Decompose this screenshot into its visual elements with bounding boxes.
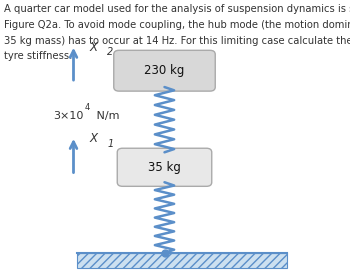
Text: 4: 4 [85, 103, 90, 113]
FancyBboxPatch shape [117, 148, 212, 186]
Text: 35 kg: 35 kg [148, 161, 181, 174]
Text: 230 kg: 230 kg [144, 64, 185, 77]
Text: Figure Q2a. To avoid mode coupling, the hub mode (the motion dominated by: Figure Q2a. To avoid mode coupling, the … [4, 20, 350, 30]
Text: X: X [89, 41, 97, 54]
Bar [77, 253, 287, 268]
Text: 1: 1 [107, 139, 114, 149]
Text: X: X [89, 132, 97, 145]
Text: tyre stiffness.: tyre stiffness. [4, 51, 72, 61]
Text: N/m: N/m [93, 111, 119, 120]
FancyBboxPatch shape [114, 50, 215, 91]
Text: 35 kg mass) has to occur at 14 Hz. For this limiting case calculate the value of: 35 kg mass) has to occur at 14 Hz. For t… [4, 36, 350, 46]
Text: 2: 2 [107, 48, 114, 57]
Text: A quarter car model used for the analysis of suspension dynamics is shown in: A quarter car model used for the analysi… [4, 4, 350, 14]
Text: 3×10: 3×10 [54, 111, 84, 120]
